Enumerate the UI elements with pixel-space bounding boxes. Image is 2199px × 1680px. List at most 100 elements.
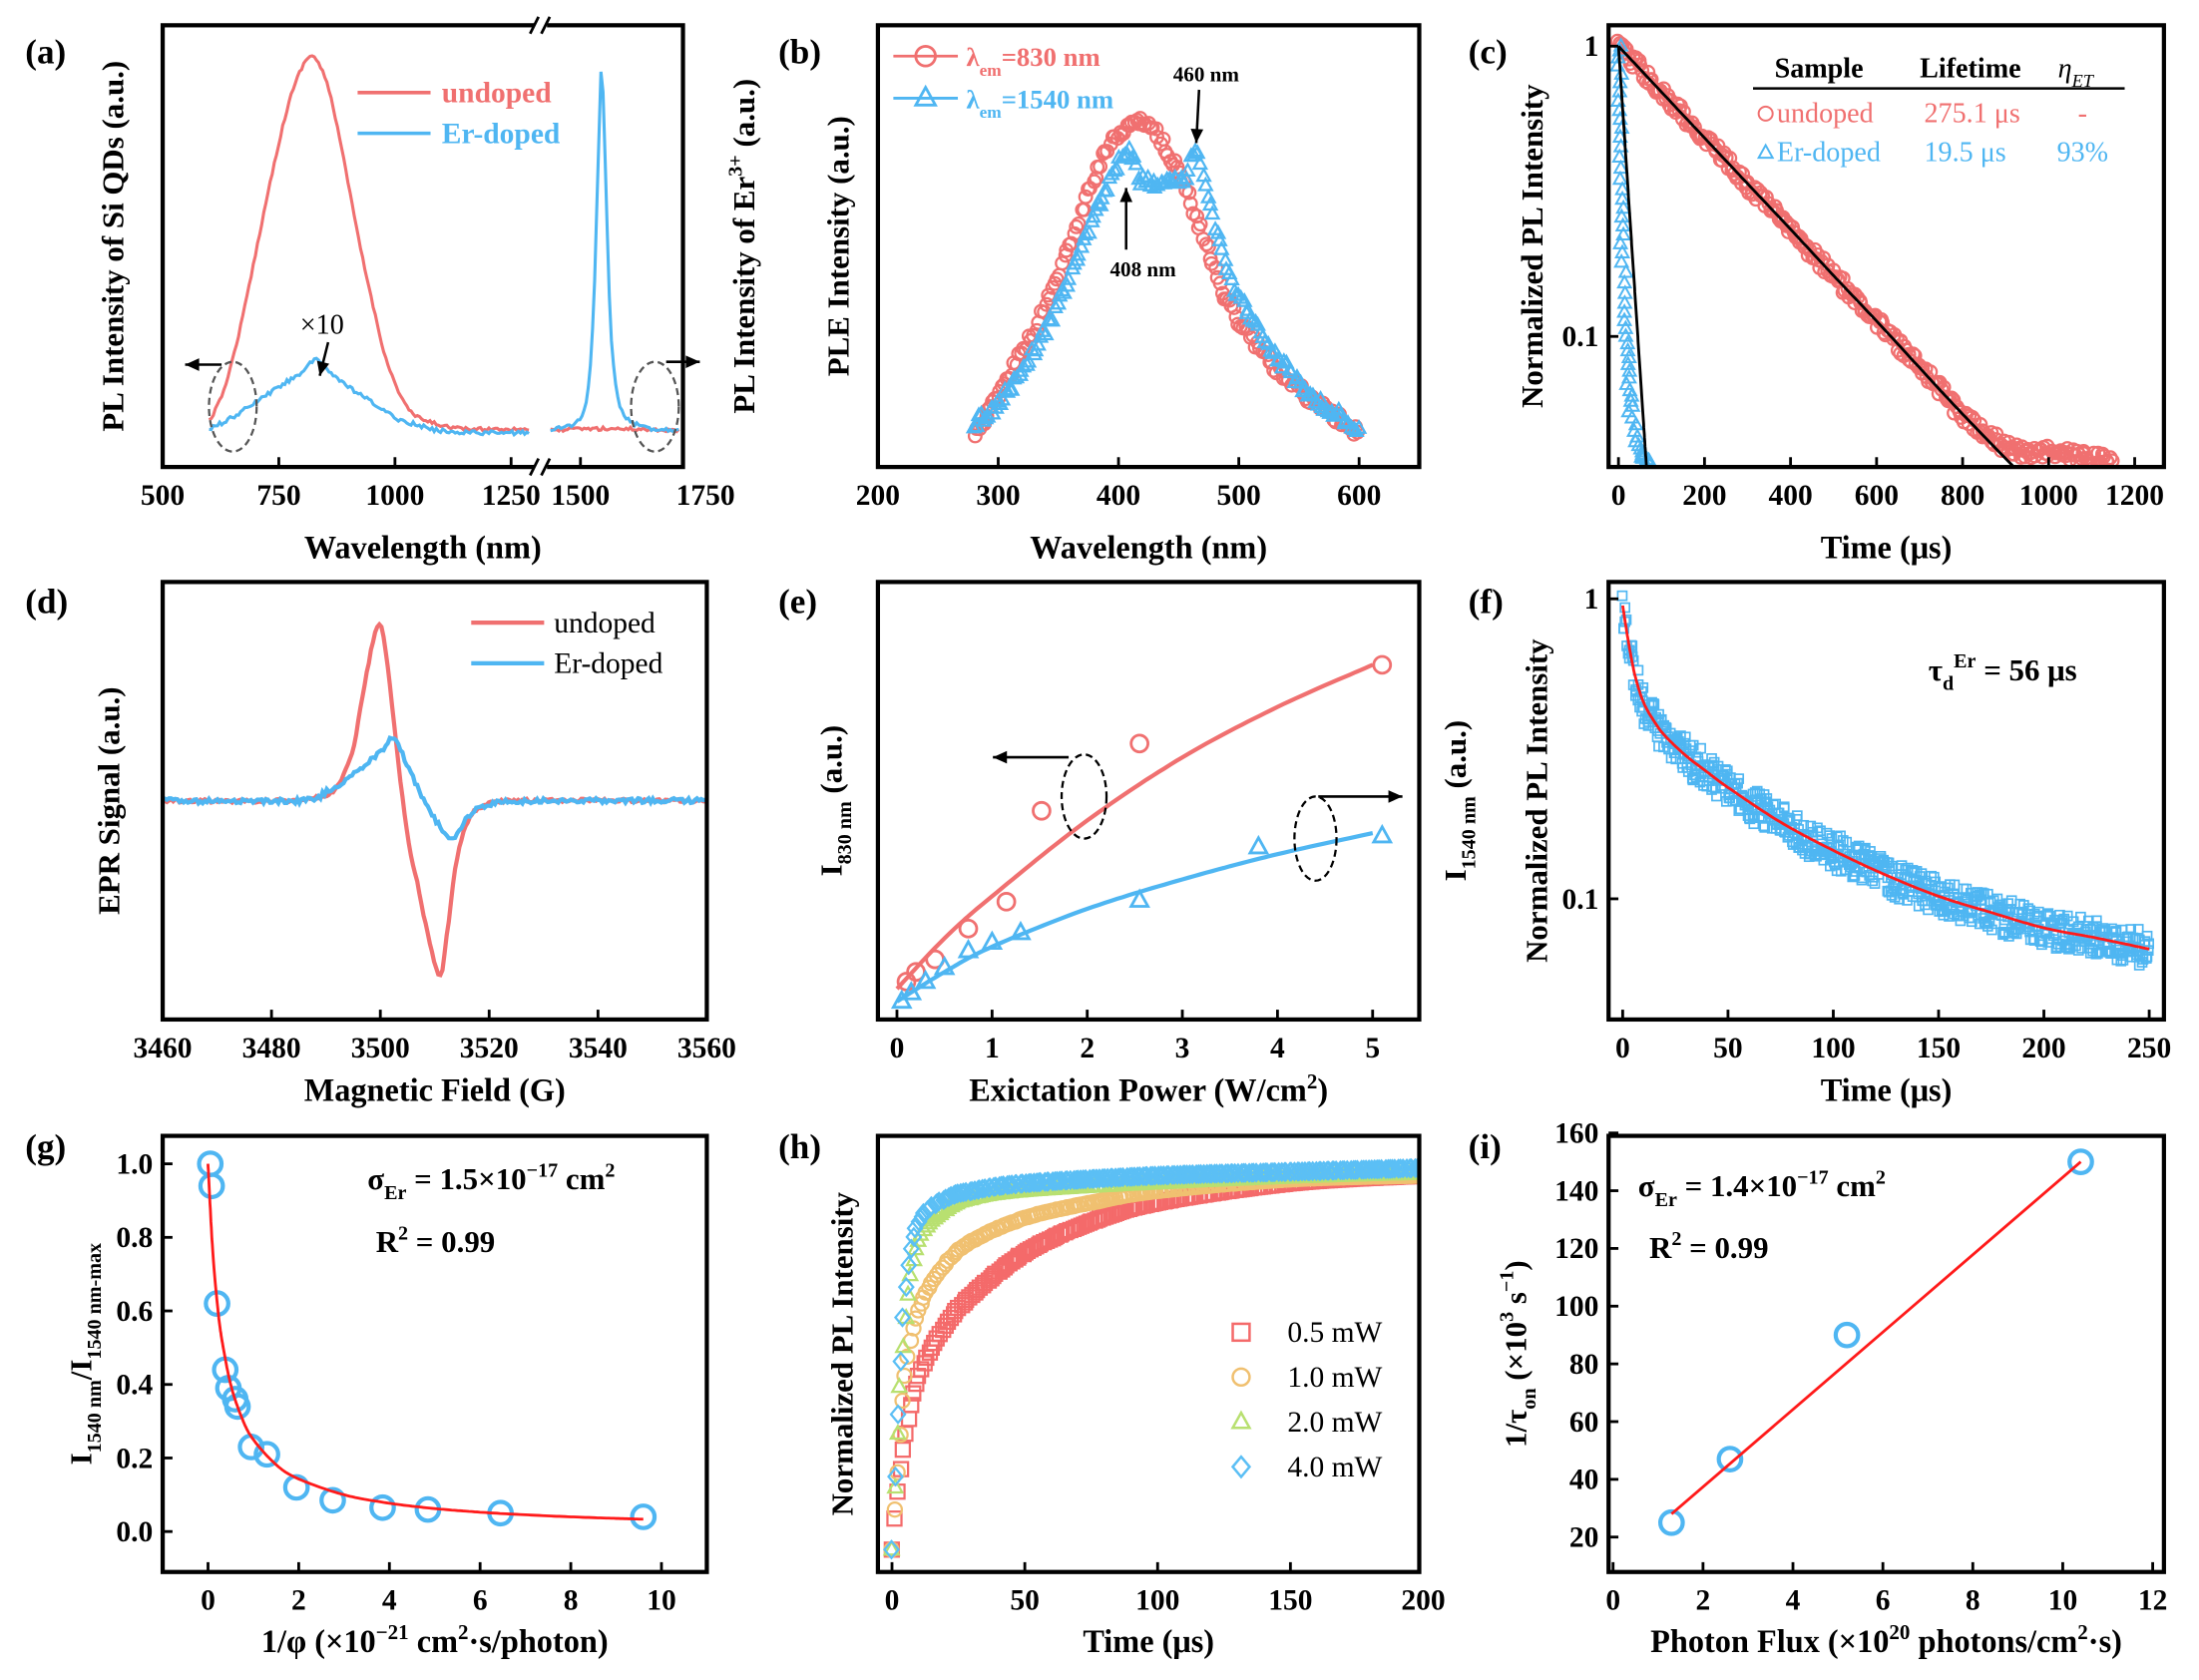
data-point-triangle [989, 392, 1006, 408]
data-point-triangle [1191, 155, 1209, 171]
data-point-triangle [1044, 311, 1062, 327]
x-tick-label: 4 [1786, 1585, 1801, 1617]
plot-area [890, 654, 1394, 1010]
label-part: σ [367, 1161, 384, 1196]
data-point-triangle [1030, 335, 1047, 351]
data-point-triangle [1315, 401, 1332, 416]
series-line [1616, 46, 1648, 468]
data-point-diamond [1175, 1164, 1193, 1185]
data-point-triangle [1174, 173, 1192, 189]
data-point-triangle [906, 1239, 925, 1256]
x-tick-label: 2 [1696, 1585, 1711, 1617]
label-part: = 1.5×10 [406, 1161, 526, 1196]
series-undoped-fit [1617, 45, 2016, 468]
label-part: PL Intensity of Er [726, 176, 761, 413]
plot-area [208, 54, 680, 438]
y-tick-label: 20 [1569, 1522, 1599, 1554]
label-part: Time (μs) [1821, 1071, 1953, 1107]
x-tick-label: 300 [976, 480, 1020, 512]
x-axis-label: Wavelength (nm) [1030, 529, 1267, 565]
y-tick-label: 160 [1554, 1118, 1598, 1150]
data-point-circle [319, 1486, 346, 1514]
table-cell: undoped [1777, 98, 1874, 129]
data-point-triangle [999, 382, 1017, 398]
label-part: 0.5 mW [1287, 1317, 1382, 1349]
x-tick-label: 200 [856, 480, 900, 512]
legend-label: λem=830 nm [966, 42, 1100, 80]
label-part: em [980, 103, 1003, 122]
dashed-ellipse [1293, 795, 1338, 882]
data-point-triangle [894, 1337, 913, 1354]
data-point-circle [1192, 216, 1208, 232]
panel-label: (f) [1469, 582, 1504, 621]
data-point-diamond [906, 1218, 924, 1239]
table-cell: 19.5 μs [1925, 138, 2006, 169]
x-tick-label: 500 [1216, 480, 1260, 512]
x-tick-label: 3 [1175, 1033, 1190, 1064]
label-part: 2 [1307, 1069, 1318, 1093]
data-point-triangle [1616, 303, 1633, 318]
data-point-square [1803, 851, 1815, 863]
label-part: ET [2071, 71, 2095, 91]
data-point-square [1824, 830, 1836, 841]
label-part: PLE Intensity (a.u.) [820, 116, 855, 376]
data-point-circle [1203, 255, 1219, 271]
data-point-square [1648, 698, 1660, 710]
label-part: I [1438, 869, 1473, 881]
legend-label: Er-doped [442, 118, 561, 150]
label-part: Normalized PL Intensity [825, 1191, 860, 1515]
series-line [163, 735, 706, 841]
data-point-triangle [888, 1424, 907, 1441]
data-point-diamond [883, 1539, 901, 1560]
data-point-triangle [1108, 160, 1125, 176]
data-point-diamond [910, 1211, 928, 1232]
series-I1540-fit [895, 831, 1374, 1004]
x-tick-label: 3480 [242, 1033, 301, 1064]
data-point-circle [1100, 144, 1115, 160]
series--em-1540-nm [965, 139, 1368, 438]
x-tick-label: 12 [2138, 1585, 2168, 1617]
data-point-circle [914, 45, 937, 68]
data-point-triangle [1330, 400, 1348, 416]
data-point-square [2141, 951, 2153, 963]
panel-label: (b) [778, 32, 821, 71]
series-fit [1670, 1160, 2082, 1515]
label-part: em [980, 61, 1003, 80]
data-point-triangle [1613, 252, 1630, 268]
series-line [208, 54, 530, 433]
table-header: Sample [1775, 53, 1864, 84]
data-point-circle [253, 1441, 280, 1469]
label-part: Normalized PL Intensity [1515, 84, 1549, 408]
data-point-square [2107, 933, 2118, 945]
data-point-diamond [887, 1466, 905, 1487]
series-4-0-mW [883, 1157, 1420, 1560]
data-point-triangle [1617, 319, 1634, 334]
label-part: 2 [1876, 1166, 1886, 1188]
data-point-square [1687, 739, 1699, 751]
data-point-triangle [1256, 333, 1273, 348]
data-point-circle [1372, 654, 1393, 675]
data-point-circle [1231, 1367, 1251, 1388]
plot-area [1616, 590, 2155, 971]
data-point-square [1759, 822, 1771, 833]
label-part: on [1519, 1388, 1540, 1409]
arrow-head-icon [1388, 790, 1403, 803]
data-point-square [1837, 835, 1849, 846]
data-point-triangle [1093, 196, 1109, 211]
panel-f: 0 50 100 150 200 250 1 0.1 Time (μs) Normalized P… [1469, 580, 2171, 1107]
plot-frame [875, 23, 1422, 470]
table-cell: 275.1 μs [1925, 98, 2020, 129]
y-axis-label: Normalized PL Intensity [1519, 638, 1553, 963]
data-point-triangle [1301, 384, 1319, 400]
data-point-triangle [1611, 170, 1628, 186]
data-point-diamond [1312, 1160, 1330, 1181]
y-tick-label: 80 [1569, 1349, 1599, 1381]
axis-break-mark [540, 16, 552, 35]
label-part: 2.0 mW [1287, 1407, 1382, 1439]
label-part: I [63, 1453, 98, 1465]
data-point-triangle [994, 390, 1012, 406]
data-point-circle [1078, 189, 1094, 205]
label-part: 4.0 mW [1287, 1452, 1382, 1483]
y-tick-label: 0.1 [1562, 884, 1599, 916]
data-point-circle [1032, 800, 1052, 821]
